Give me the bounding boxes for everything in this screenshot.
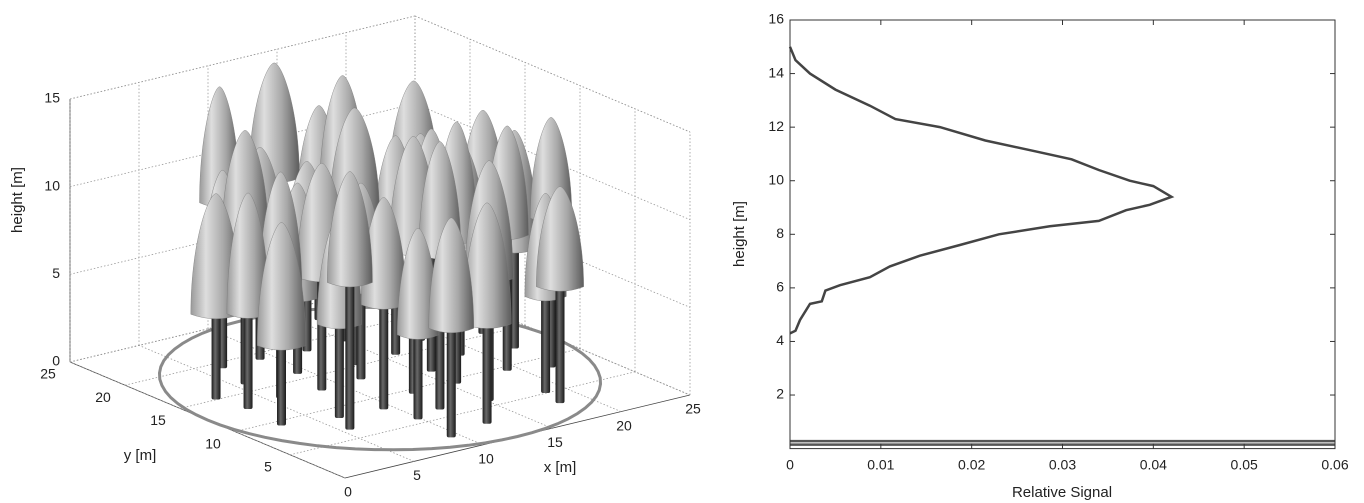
y-tick-label: 12	[768, 118, 784, 134]
tree-trunk	[446, 328, 456, 438]
x-tick-label: 20	[616, 417, 632, 433]
tree-trunk	[413, 334, 423, 420]
x-axis-label: x [m]	[544, 459, 577, 476]
tree-trunk	[334, 324, 344, 418]
y-tick-label: 6	[776, 279, 784, 295]
grid-line	[207, 328, 484, 446]
z-tick-label: 5	[52, 265, 60, 281]
z-tick-label: 0	[52, 353, 60, 369]
x-tick-label: 0.03	[1049, 456, 1076, 472]
scene-3d: 0 5 10 15 0 5 10 15 20 25 5 10 15 20 25	[40, 15, 701, 500]
x-tick-label: 0.04	[1140, 456, 1167, 472]
grid-line	[69, 15, 416, 100]
z-tick-label: 10	[44, 177, 60, 193]
x-tick-label: 0.05	[1231, 456, 1258, 472]
x-axis-label: Relative Signal	[1012, 484, 1112, 501]
y-axis-label: height [m]	[731, 201, 748, 267]
tree-crown	[428, 217, 474, 334]
tree-trunk	[379, 304, 389, 410]
x-tick-label: 15	[547, 434, 563, 450]
y-tick-label: 16	[768, 11, 784, 27]
y-tick-label: 4	[776, 332, 784, 348]
line-chart: 2 4 6 8 10 12 14 16 0 0.01 0.02 0.03 0.04 0.05 0.06	[768, 11, 1348, 473]
x-tick-label: 0	[344, 484, 352, 500]
plot-frame	[789, 19, 1336, 450]
z-tick-label: 15	[44, 90, 60, 106]
tree-trunk	[482, 323, 492, 424]
grid-line	[138, 345, 415, 462]
tree-crown	[327, 171, 373, 288]
tree-crown	[462, 202, 512, 329]
z-axis-label: height [m]	[9, 167, 26, 233]
grid-line	[69, 361, 346, 479]
y-tick-label: 20	[95, 389, 111, 405]
data-line	[788, 46, 1175, 335]
grid-line	[414, 103, 691, 221]
x-tick-label: 5	[413, 467, 421, 483]
tree-crown	[226, 192, 270, 319]
tree-trunk	[211, 314, 221, 400]
y-tick-label: 15	[150, 412, 166, 428]
x-tick-label: 0.06	[1321, 456, 1348, 472]
tree-crown	[257, 222, 306, 351]
y-tick-label: 25	[40, 366, 56, 382]
tree-trunk	[277, 345, 287, 426]
tree-crown	[397, 228, 440, 340]
tree-trunk	[345, 282, 355, 430]
tree-trunk	[555, 286, 565, 404]
y-tick-label: 2	[776, 386, 784, 402]
tree-crown	[536, 186, 584, 292]
grid-line	[414, 15, 691, 133]
tree-trunk	[541, 296, 551, 393]
x-tick-label: 0.01	[867, 456, 894, 472]
y-tick-label: 14	[768, 64, 784, 80]
y-tick-label: 10	[205, 435, 221, 451]
x-tick-label: 0.02	[958, 456, 985, 472]
y-tick-label: 8	[776, 225, 784, 241]
x-tick-label: 25	[685, 401, 701, 417]
tree-trunk	[243, 313, 253, 410]
y-tick-label: 5	[264, 459, 272, 475]
y-axis-label: y [m]	[124, 447, 157, 464]
x-tick-label: 10	[478, 451, 494, 467]
x-tick-label: 0	[786, 456, 794, 472]
y-tick-label: 10	[768, 171, 784, 187]
grid-line	[234, 348, 581, 432]
